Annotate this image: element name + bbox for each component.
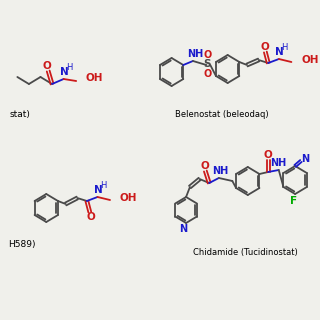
Text: S: S [204, 59, 211, 69]
Text: N: N [94, 185, 103, 195]
Text: H: H [100, 180, 107, 189]
Text: NH: NH [187, 49, 203, 59]
Text: OH: OH [86, 73, 103, 83]
Text: H589): H589) [8, 240, 35, 249]
Text: H: H [66, 62, 73, 71]
Text: O: O [264, 150, 273, 160]
Text: O: O [203, 50, 212, 60]
Text: F: F [290, 196, 297, 206]
Text: H: H [282, 43, 288, 52]
Text: OH: OH [120, 193, 137, 203]
Text: O: O [203, 69, 212, 79]
Text: O: O [260, 42, 269, 52]
Text: N: N [301, 154, 309, 164]
Text: O: O [200, 161, 209, 171]
Text: Belenostat (beleodaq): Belenostat (beleodaq) [175, 110, 268, 119]
Text: stat): stat) [10, 110, 30, 119]
Text: N: N [276, 47, 284, 57]
Text: Chidamide (Tucidinostat): Chidamide (Tucidinostat) [194, 248, 298, 257]
Text: N: N [60, 67, 69, 77]
Text: O: O [86, 212, 95, 222]
Text: OH: OH [301, 55, 318, 65]
Text: NH: NH [271, 158, 287, 168]
Text: O: O [43, 61, 52, 71]
Text: N: N [179, 224, 187, 234]
Text: NH: NH [212, 166, 228, 176]
